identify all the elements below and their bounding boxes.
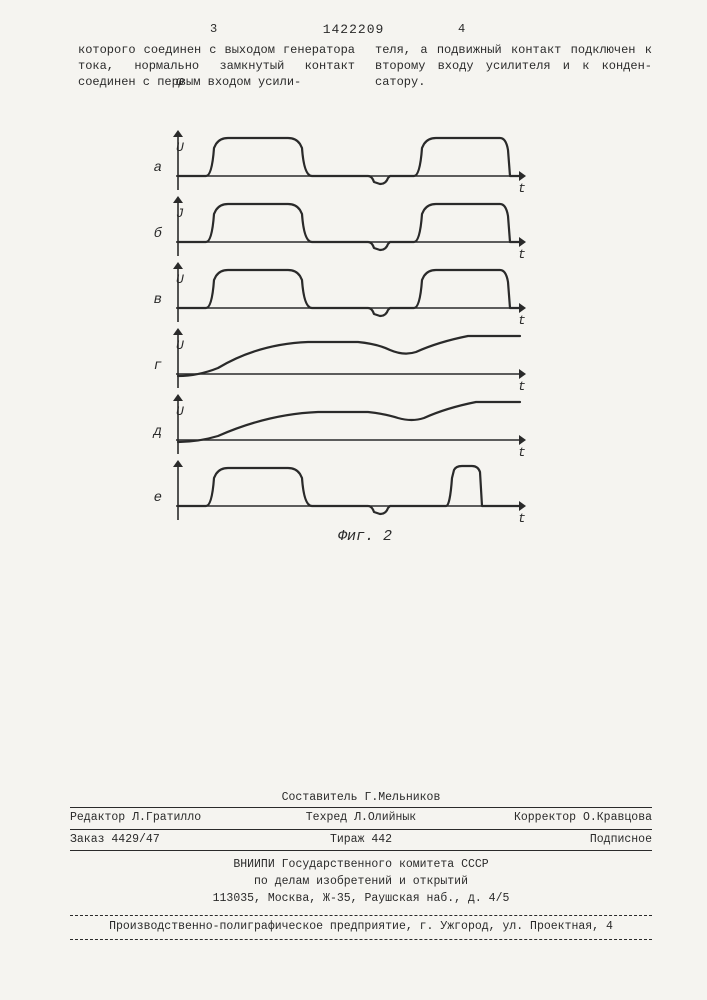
page: 3 1422209 4 которого соединен с выходом … [0, 0, 707, 1000]
waveform-label: а [140, 160, 168, 194]
waveform-x-axis-label: t [518, 445, 526, 458]
waveform-x-axis-label: t [518, 313, 526, 326]
text-column-right: теля, а подвижный контакт подключен к вт… [375, 42, 652, 91]
waveform-label: д [140, 424, 168, 458]
waveform-row-б: бUt [140, 196, 530, 260]
footer-org1: ВНИИПИ Государственного комитета СССР [70, 857, 652, 874]
page-number-right: 4 [458, 22, 465, 36]
text-columns: которого соединен с выходом генера­тора … [78, 42, 652, 91]
waveform-svg: t [168, 394, 528, 458]
waveform-row-г: гUt [140, 328, 530, 392]
footer-order: Заказ 4429/47 [70, 832, 264, 849]
waveform-label: г [140, 358, 168, 392]
footer-org2: по делам изобретений и открытий [70, 874, 652, 891]
waveform-x-axis-label: t [518, 247, 526, 260]
footer: Составитель Г.Мельников Редактор Л.Грати… [70, 790, 652, 940]
waveform-y-axis-label: U [176, 140, 184, 155]
footer-tirazh: Тираж 442 [264, 832, 458, 849]
waveform-svg: t [168, 262, 528, 326]
waveform-y-axis-label: φ [176, 74, 184, 89]
waveform-label: е [140, 490, 168, 524]
waveform-row-д: дUt [140, 394, 530, 458]
waveform-row-в: вJt [140, 262, 530, 326]
footer-printer: Производственно-полиграфическое предприя… [70, 915, 652, 940]
waveform-svg: t [168, 130, 528, 194]
waveform-x-axis-label: t [518, 379, 526, 392]
waveform-row-а: аφt [140, 130, 530, 194]
waveform-y-axis-label: U [176, 338, 184, 353]
waveform-svg: t [168, 196, 528, 260]
waveform-row-е: еUt [140, 460, 530, 524]
footer-editor: Редактор Л.Гратилло [70, 810, 264, 827]
waveform-y-axis-label: J [176, 206, 184, 221]
waveform-label: в [140, 292, 168, 326]
footer-compiler: Составитель Г.Мельников [70, 790, 652, 807]
footer-subscription: Подписное [458, 832, 652, 849]
footer-techred: Техред Л.Олийнык [264, 810, 458, 827]
waveform-svg: t [168, 328, 528, 392]
waveform-svg: t [168, 460, 528, 524]
waveform-label: б [140, 226, 168, 260]
figure-2: аφtбUtвJtгUtдUtеUtФиг. 2 [140, 130, 530, 545]
waveform-x-axis-label: t [518, 181, 526, 194]
patent-number: 1422209 [0, 22, 707, 37]
waveform-x-axis-label: t [518, 511, 526, 524]
footer-address: 113035, Москва, Ж-35, Раушская наб., д. … [70, 891, 652, 908]
footer-corrector: Корректор О.Кравцова [458, 810, 652, 827]
text-column-left: которого соединен с выходом генера­тора … [78, 42, 355, 91]
waveform-y-axis-label: U [176, 404, 184, 419]
waveform-y-axis-label: U [176, 272, 184, 287]
figure-caption: Фиг. 2 [140, 528, 530, 545]
